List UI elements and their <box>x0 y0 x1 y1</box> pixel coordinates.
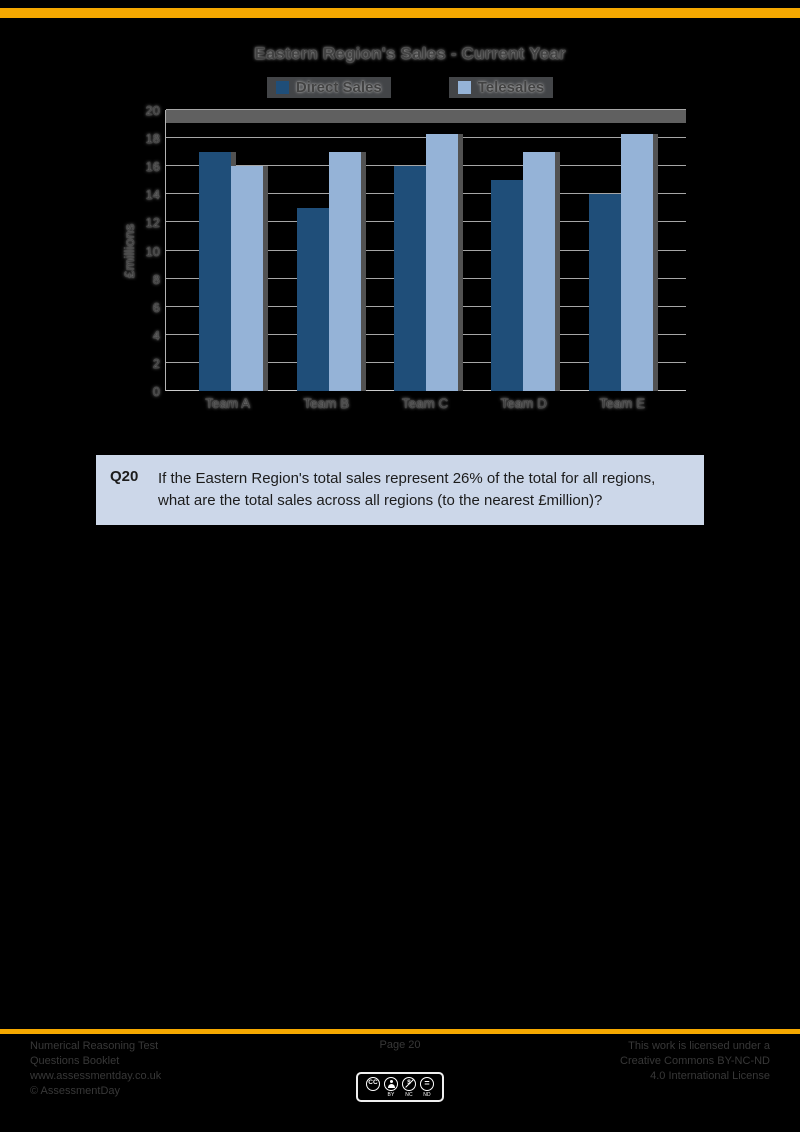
top-accent-bar <box>0 8 800 18</box>
chart-section: Eastern Region's Sales - Current Year Di… <box>115 44 705 411</box>
plot-area: £millions 0 2 4 6 8 10 12 14 16 18 20 <box>121 103 686 399</box>
bar-direct-sales <box>588 194 621 391</box>
y-tick-label: 16 <box>145 159 160 175</box>
legend-label: Telesales <box>477 79 545 96</box>
x-tick-label: Team C <box>401 396 449 411</box>
bar-telesales <box>328 152 361 391</box>
y-tick-label: 12 <box>145 215 160 231</box>
bottom-accent-bar <box>0 1029 800 1034</box>
bar-groups <box>166 110 686 391</box>
y-tick-label: 0 <box>152 384 160 399</box>
gridline <box>166 109 686 110</box>
cc-by-person-icon <box>384 1076 398 1091</box>
y-tick-label: 14 <box>145 187 160 203</box>
footer-right-line: 4.0 International License <box>650 1069 770 1082</box>
cc-nd-label: ND <box>423 1091 431 1098</box>
footer-left-line: Numerical Reasoning Test <box>30 1040 159 1052</box>
bar-telesales <box>425 133 458 391</box>
bar-telesales <box>523 152 556 391</box>
x-tick-label: Team B <box>303 396 350 411</box>
x-tick-label: Team D <box>500 396 547 411</box>
question-id: Q20 <box>110 468 139 485</box>
bar-group <box>491 152 556 391</box>
legend-swatch <box>275 81 289 94</box>
x-tick-label: Team A <box>205 396 251 411</box>
y-tick-label: 10 <box>145 243 160 259</box>
bar-direct-sales <box>393 166 426 391</box>
x-axis-labels: Team A Team B Team C Team D Team E <box>165 396 685 411</box>
cc-nc-dollar-icon: $ <box>402 1076 416 1091</box>
footer-right: This work is licensed under a Creative C… <box>620 1039 770 1084</box>
footer-left: Numerical Reasoning Test Questions Bookl… <box>30 1039 161 1098</box>
chart-title: Eastern Region's Sales - Current Year <box>254 44 566 63</box>
y-tick-label: 6 <box>152 299 160 315</box>
footer-right-line: This work is licensed under a <box>628 1040 770 1052</box>
legend-item: Direct Sales <box>266 77 391 98</box>
legend-item: Telesales <box>448 77 554 98</box>
y-tick-label: 8 <box>152 271 160 287</box>
cc-license-labels: BY NC ND <box>384 1092 434 1098</box>
plot-top-band <box>166 110 686 123</box>
y-tick-label: 4 <box>152 327 160 343</box>
x-tick-label: Team E <box>599 396 646 411</box>
bar-group <box>199 152 264 391</box>
cc-license-icons: CC $ = <box>366 1076 434 1091</box>
bar-direct-sales <box>491 180 524 391</box>
cc-by-label: BY <box>387 1091 395 1098</box>
bar-group <box>296 152 361 391</box>
legend-label: Direct Sales <box>295 79 382 96</box>
cc-nc-label: NC <box>405 1091 413 1098</box>
bar-telesales <box>620 133 653 391</box>
bar-direct-sales <box>199 152 232 391</box>
footer-left-line: Questions Booklet <box>30 1054 120 1067</box>
question-text: If the Eastern Region's total sales repr… <box>158 470 656 509</box>
bar-group <box>393 133 458 391</box>
footer-right-line: Creative Commons BY-NC-ND <box>620 1054 770 1067</box>
y-tick-label: 18 <box>145 131 160 147</box>
cc-nd-equals-icon: = <box>420 1076 434 1091</box>
y-tick-label: 2 <box>152 355 160 371</box>
bar-group <box>588 133 653 391</box>
footer-left-line: © AssessmentDay <box>30 1084 121 1097</box>
bar-direct-sales <box>296 208 329 391</box>
footer-page-number: Page 20 <box>379 1039 421 1051</box>
question-box: Q20 If the Eastern Region's total sales … <box>96 455 704 525</box>
y-tick-label: 20 <box>145 103 160 118</box>
cc-logo-icon: CC <box>366 1076 380 1091</box>
legend-swatch <box>457 81 471 94</box>
cc-license-badge: CC $ = BY NC ND <box>356 1072 444 1102</box>
chart-legend: Direct Sales Telesales <box>115 77 705 98</box>
bar-telesales <box>231 166 264 391</box>
footer-left-line: www.assessmentday.co.uk <box>30 1069 162 1082</box>
